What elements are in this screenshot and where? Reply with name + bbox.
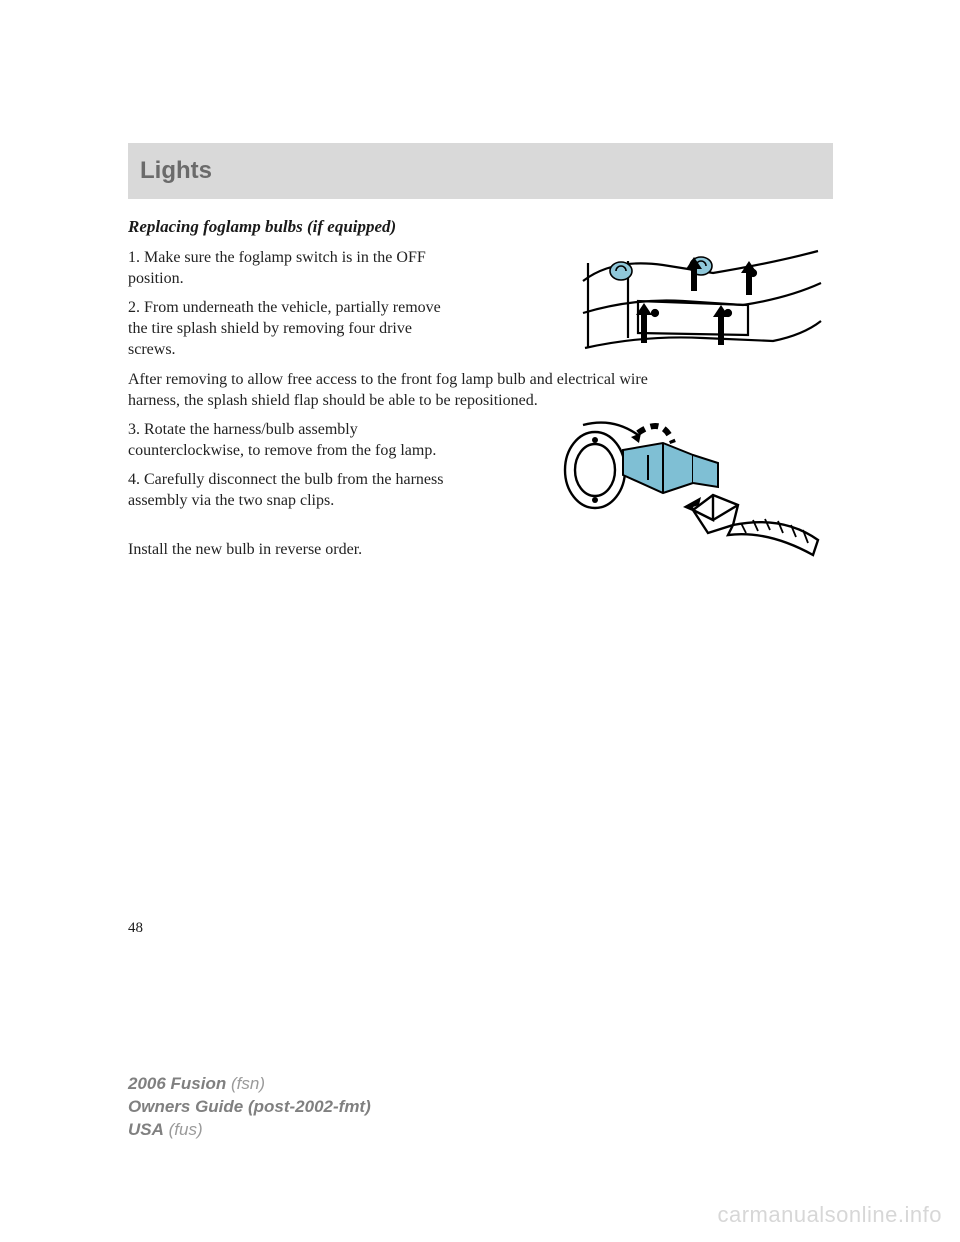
step-3: 3. Rotate the harness/bulb assembly coun…: [128, 419, 458, 461]
illustration-splash-shield: [573, 243, 823, 373]
page-number: 48: [128, 920, 833, 937]
footer: 2006 Fusion (fsn) Owners Guide (post-200…: [128, 1073, 371, 1142]
step-4: 4. Carefully disconnect the bulb from th…: [128, 469, 458, 511]
section-title: Lights: [140, 157, 212, 185]
footer-model: 2006 Fusion: [128, 1074, 226, 1093]
footer-region: USA: [128, 1120, 164, 1139]
step-2: 2. From underneath the vehicle, partiall…: [128, 297, 458, 360]
section-header: Lights: [128, 143, 833, 199]
footer-region-code: (fus): [169, 1120, 203, 1139]
footer-model-code: (fsn): [231, 1074, 265, 1093]
step-1: 1. Make sure the foglamp switch is in th…: [128, 247, 458, 289]
footer-guide: Owners Guide (post-2002-fmt): [128, 1096, 371, 1119]
watermark: carmanualsonline.info: [717, 1202, 942, 1228]
subheading: Replacing foglamp bulbs (if equipped): [128, 217, 833, 237]
illustration-harness-bulb: [553, 415, 823, 565]
paragraph-access: After removing to allow free access to t…: [128, 369, 668, 411]
